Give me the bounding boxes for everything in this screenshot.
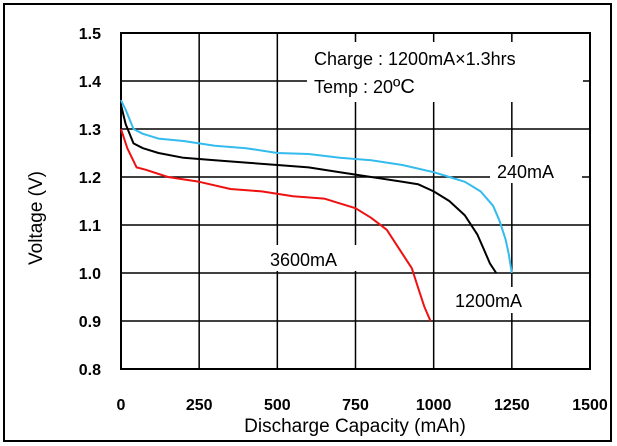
series-label-1200mA: 1200mA	[455, 291, 522, 311]
series-label-bg-1200	[440, 287, 552, 313]
x-tick-label-0: 0	[117, 397, 126, 414]
charge-annotation: Charge : 1200mA×1.3hrs	[314, 49, 516, 69]
series-label-bg-3600	[266, 245, 361, 271]
y-tick-label-1.1: 1.1	[79, 218, 101, 235]
annotation-box	[307, 42, 583, 102]
x-tick-label-1000: 1000	[416, 397, 452, 414]
series-label-3600mA: 3600mA	[270, 250, 337, 270]
x-tick-label-1500: 1500	[572, 397, 608, 414]
x-tick-label-1250: 1250	[494, 397, 530, 414]
series-line-3600mA	[120, 128, 432, 322]
temp-annotation: Temp : 20ºC	[314, 76, 415, 98]
y-tick-label-1.3: 1.3	[79, 122, 101, 139]
y-tick-label-1.2: 1.2	[79, 170, 101, 187]
y-tick-label-0.9: 0.9	[79, 314, 101, 331]
x-axis-label: Discharge Capacity (mAh)	[244, 416, 466, 437]
temp-annotation-text: Temp : 20	[314, 77, 393, 97]
y-tick-labels: 0.8 0.9 1.0 1.1 1.2 1.3 1.4 1.5	[79, 26, 101, 379]
series-label-240mA: 240mA	[497, 162, 554, 182]
x-tick-label-250: 250	[186, 397, 213, 414]
series-lines	[120, 99, 513, 322]
y-tick-label-1.0: 1.0	[79, 266, 101, 283]
x-tick-label-500: 500	[264, 397, 291, 414]
x-tick-labels: 0 250 500 750 1000 1250 1500	[117, 397, 608, 414]
y-tick-label-0.8: 0.8	[79, 362, 101, 379]
temp-annotation-unit: ºC	[393, 76, 415, 98]
y-tick-label-1.4: 1.4	[79, 74, 101, 91]
series-line-240mA	[120, 99, 513, 274]
y-tick-label-1.5: 1.5	[79, 26, 101, 43]
series-line-1200mA	[120, 104, 498, 274]
series-label-bg-240	[490, 157, 582, 183]
x-tick-label-750: 750	[342, 397, 369, 414]
y-axis-label: Voltage (V)	[26, 171, 47, 265]
